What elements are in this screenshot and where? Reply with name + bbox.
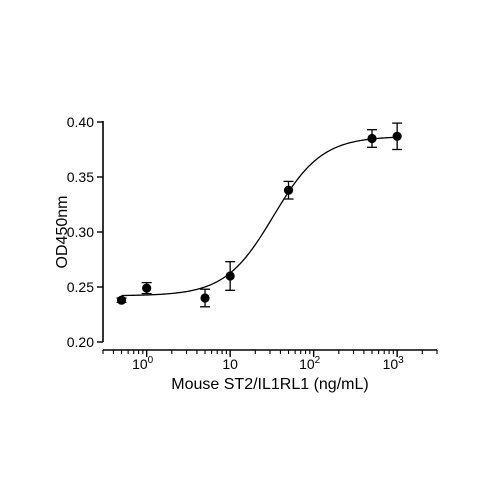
data-point-group [367,129,378,148]
y-tick-label: 0.30 [67,224,94,240]
x-tick-label: 102 [299,355,321,372]
y-tick-label: 0.25 [67,279,94,295]
data-point [392,131,402,141]
data-point [367,133,377,144]
x-axis-title: Mouse ST2/IL1RL1 (ng/mL) [171,376,368,393]
data-point-group [200,288,211,308]
data-point-group [116,295,127,305]
data-point [116,295,127,305]
fit-curve [121,136,398,297]
data-point-group [141,281,152,295]
y-tick-label: 0.35 [67,169,94,185]
data-points [116,122,403,308]
y-tick-label: 0.20 [67,334,94,350]
data-point-group [225,261,236,291]
data-point [225,271,235,281]
y-tick-label: 0.40 [67,114,94,130]
y-axis-title: OD450nm [54,196,71,269]
x-tick-label: 103 [383,355,405,372]
data-point [142,283,152,293]
x-tick-label: 10 [222,356,238,372]
fit-curve-layer [121,136,398,297]
x-tick-label: 100 [132,355,154,372]
data-point [200,293,210,303]
data-point [283,185,294,195]
axes: 0.20 0.25 0.30 0.35 0.40 100 10 102 103 [67,114,438,372]
data-point-group [392,122,403,151]
data-point-group [283,180,294,200]
